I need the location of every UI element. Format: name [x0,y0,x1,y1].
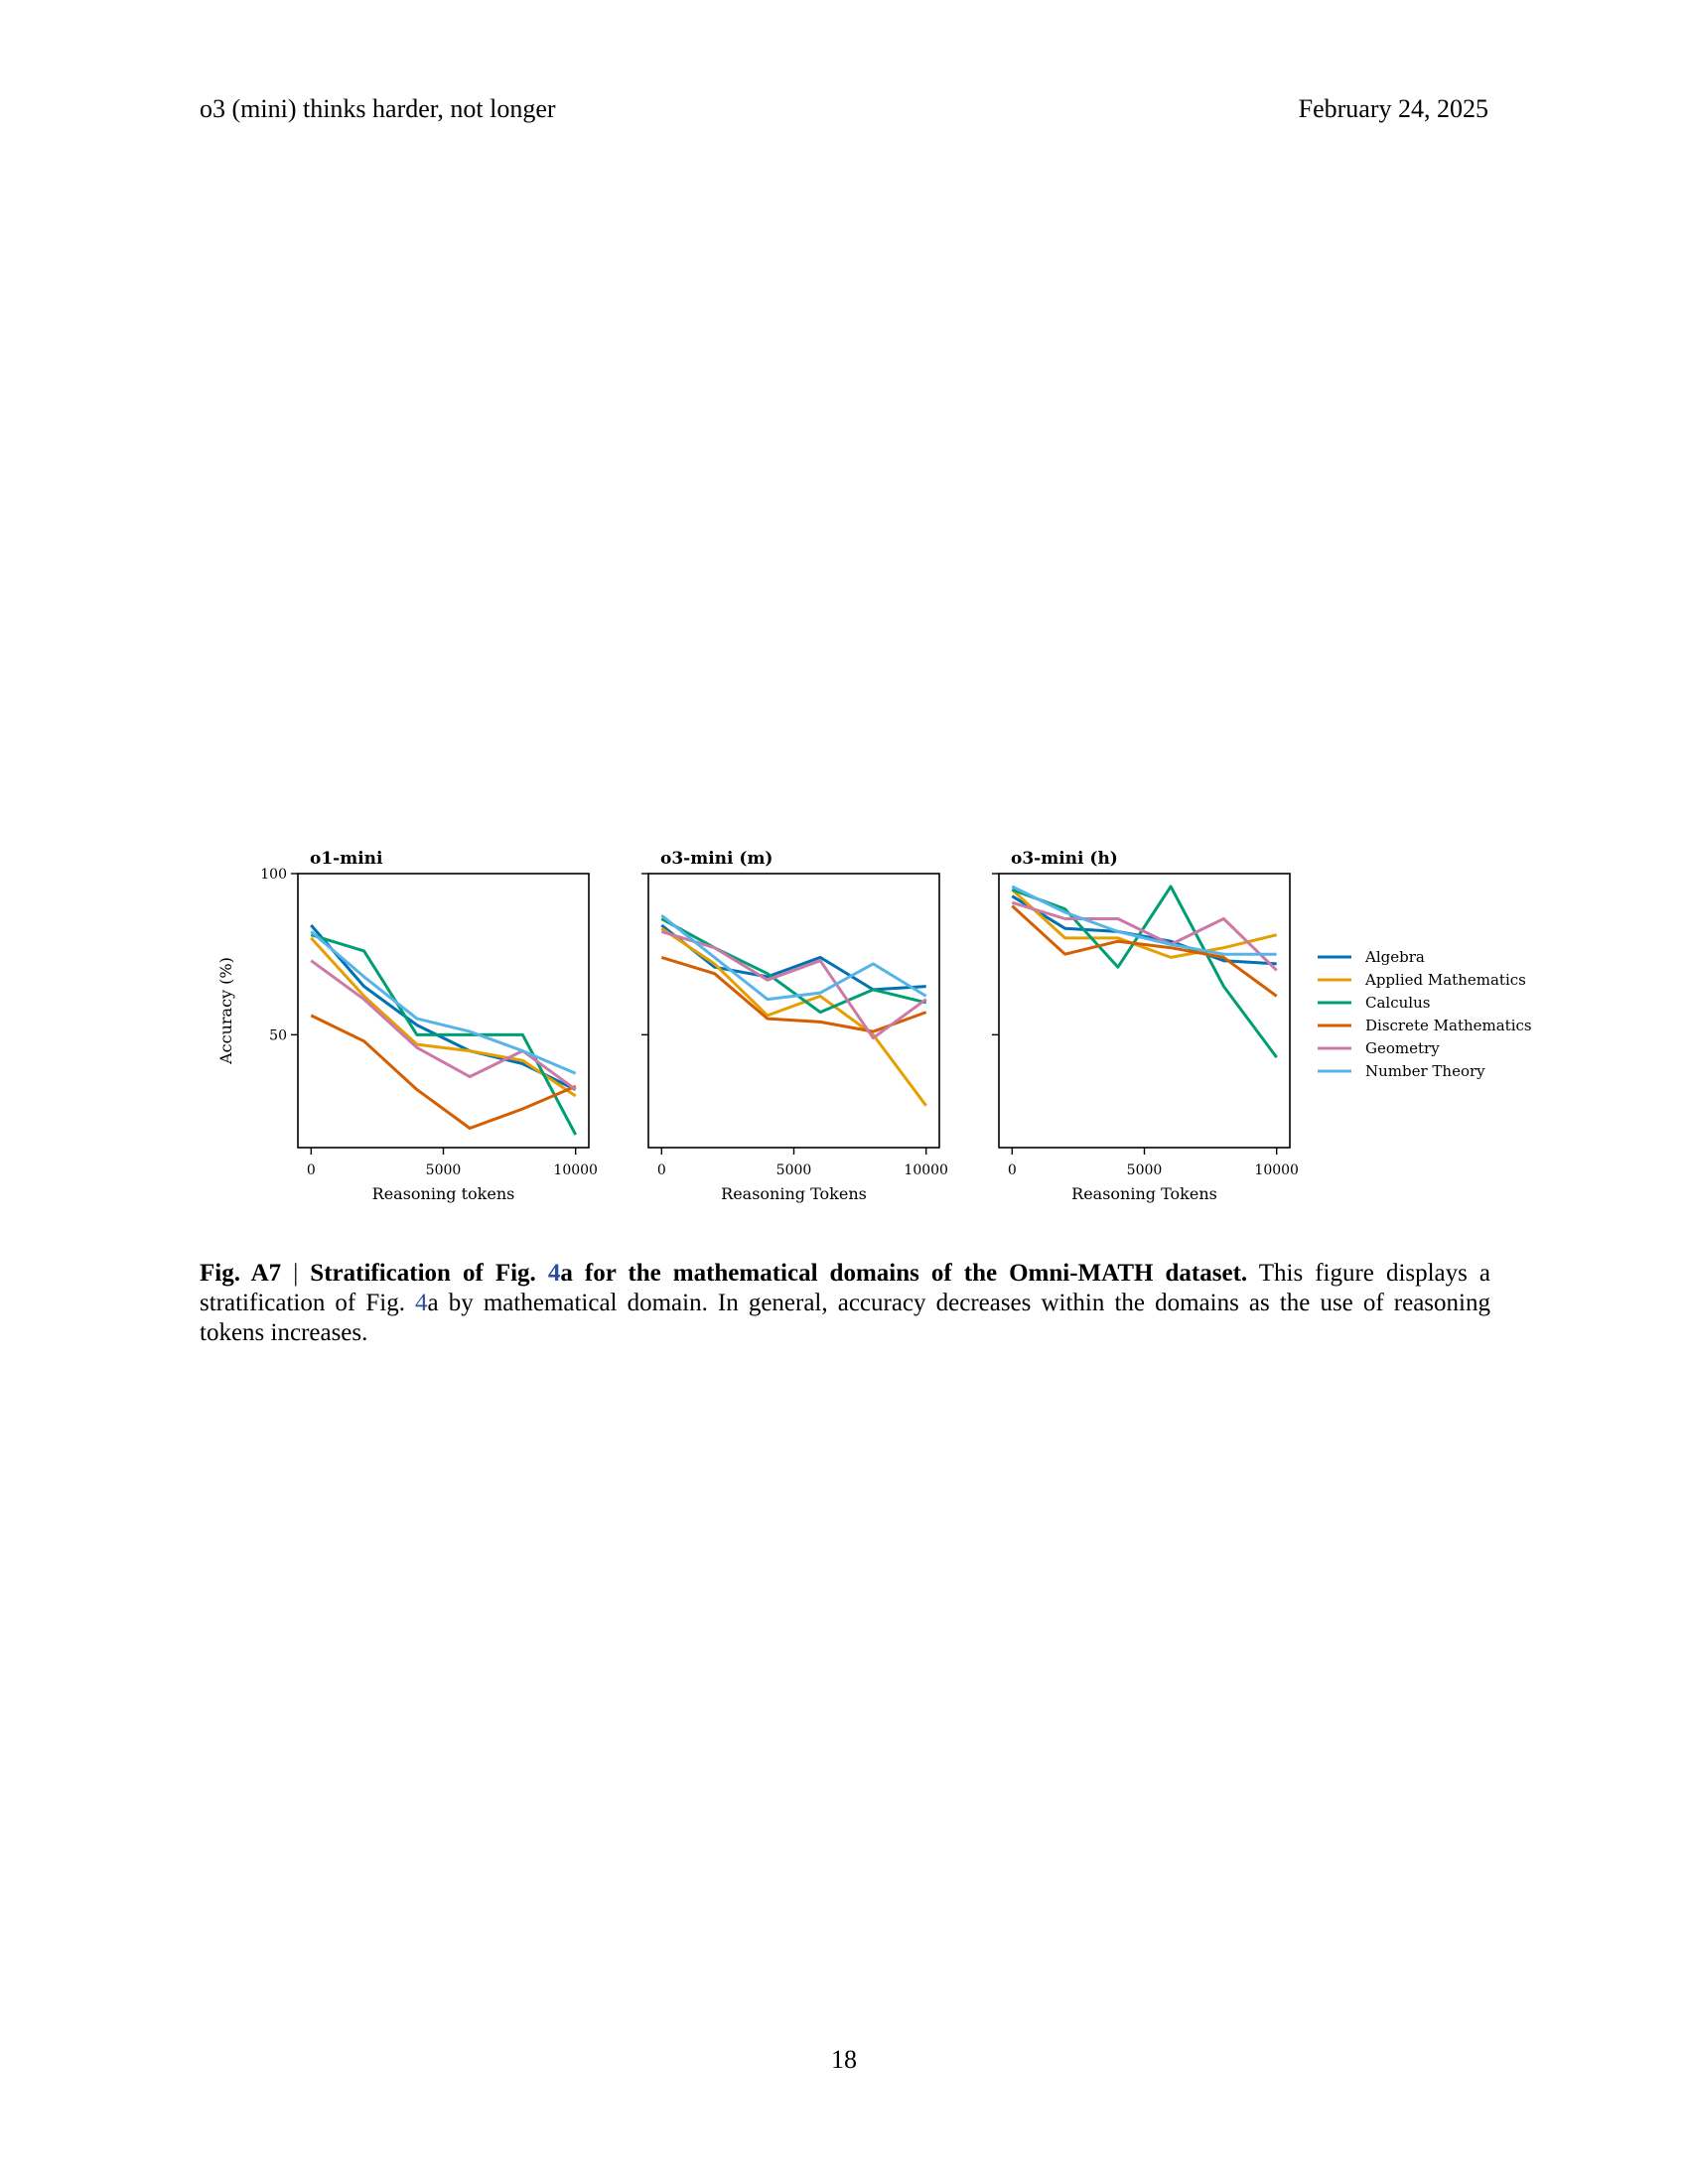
panel-3-xtick-label: 5000 [1127,1162,1163,1178]
panel-3-line-algebra [1011,894,1277,966]
panel-3-line-applied-mathematics [1011,888,1278,959]
panel-1-ylabel: Accuracy (%) [216,957,235,1065]
panel-3-line-geometry [1011,900,1278,972]
caption-title-suffix: a for the mathematical domains of the Om… [560,1260,1248,1287]
caption-body-part2: a by mathematical domain. In general, ac… [200,1290,1490,1346]
legend-label-geometry: Geometry [1365,1039,1440,1057]
panel-2-line-algebra [660,923,926,992]
running-header-title: o3 (mini) thinks harder, not longer [200,94,556,123]
panel-1-line-discrete-mathematics [310,1014,577,1130]
panel-1-xtick-label: 5000 [426,1162,462,1178]
panel-1-line-geometry [310,959,577,1091]
legend-label-number-theory: Number Theory [1365,1062,1485,1080]
panel-1-line-calculus [310,933,578,1136]
panel-2-xtick-label: 5000 [776,1162,812,1178]
panel-1-axes-frame [297,873,590,1149]
caption-body-figure-link[interactable]: 4 [415,1290,428,1316]
panel-3-title: o3-mini (h) [1011,849,1118,869]
panel-2-xtick-label: 10000 [904,1162,948,1178]
running-header-date: February 24, 2025 [1298,94,1488,123]
panel-2-xlabel: Reasoning Tokens [721,1184,867,1203]
panel-2-line-calculus [660,917,927,1015]
panel-1-ytick-label: 50 [269,1027,287,1043]
panel-1-xlabel: Reasoning tokens [372,1184,515,1203]
caption-separator: | [293,1260,299,1287]
caption-figure-link[interactable]: 4 [547,1260,561,1287]
panel-3-line-discrete-mathematics [1011,904,1278,998]
legend-label-calculus: Calculus [1365,994,1430,1012]
panel-2-axes-frame [647,873,940,1149]
panel-2-line-geometry [660,929,927,1040]
figure-a7: o1-mini 0 5000 10000 50 100 Reasoning tokens Ac… [216,849,1532,1203]
panel-1-line-applied-mathematics [310,936,577,1098]
panel-3-line-calculus [1011,885,1278,1058]
panel-1-ytick-label: 100 [260,867,287,883]
panel-1-line-number-theory [310,930,577,1075]
panel-2-xtick-label: 0 [657,1162,666,1178]
figure-caption: Fig. A7 | Stratification of Fig. 4a for … [200,1259,1490,1348]
caption-title-prefix: Stratification of Fig. [310,1260,536,1287]
panel-3-line-number-theory [1011,885,1277,956]
page-number: 18 [831,2045,857,2074]
panel-3-xtick-label: 0 [1008,1162,1017,1178]
legend-label-discrete-mathematics: Discrete Mathematics [1365,1017,1532,1034]
panel-1-xtick-label: 0 [307,1162,316,1178]
panel-2-line-discrete-mathematics [660,955,927,1033]
legend-label-algebra: Algebra [1364,948,1425,966]
panel-1-line-algebra [310,924,577,1091]
panel-1-title: o1-mini [310,849,383,869]
panel-2-line-number-theory [660,914,927,1002]
panel-2-line-applied-mathematics [660,926,927,1107]
panel-3-xtick-label: 10000 [1254,1162,1299,1178]
caption-body-part1: This figure displays a stratification of… [200,1260,1491,1316]
caption-label: Fig. A7 [200,1260,282,1287]
panel-2-title: o3-mini (m) [660,849,773,869]
panel-3-xlabel: Reasoning Tokens [1071,1184,1217,1203]
legend-label-applied-mathematics: Applied Mathematics [1364,971,1526,989]
panel-1-xtick-label: 10000 [553,1162,598,1178]
